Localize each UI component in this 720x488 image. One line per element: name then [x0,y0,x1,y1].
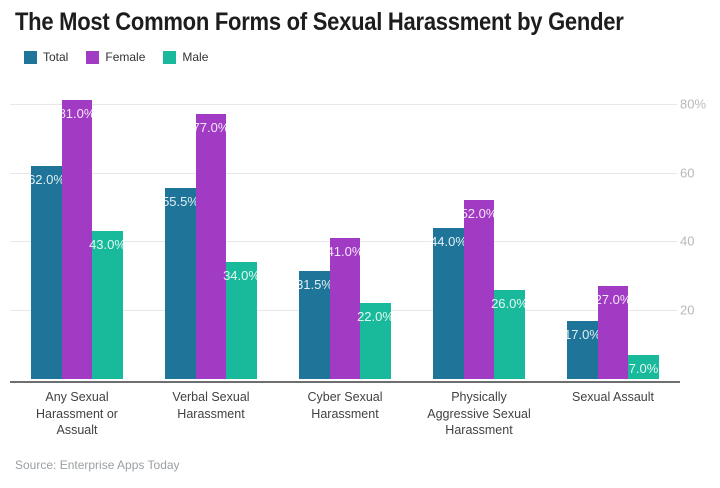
bar-value-label: 44.0% [430,233,467,249]
x-axis-category-label: Sexual Assault [572,390,654,404]
legend-item-male: Male [163,50,208,64]
legend-item-female: Female [86,50,145,64]
x-axis-category-label: Verbal Sexual Harassment [172,390,250,421]
bar-male-group-3: 22.0% [357,303,394,379]
legend-swatch-total [24,50,37,64]
bar-value-label: 27.0% [594,292,632,308]
legend-item-total: Total [24,50,68,64]
bar-female-group-4: 52.0% [461,200,497,379]
bar-value-label: 41.0% [326,243,364,259]
bar-value-label: 55.5% [162,194,199,210]
legend-label: Total [43,50,69,64]
bar-total-group-4: 44.0% [430,227,467,379]
y-axis-tick-label: 20 [680,302,695,318]
bar-female-group-1: 81.0% [59,100,95,379]
bar-value-label: 81.0% [58,106,96,122]
bar-male-group-4: 26.0% [491,289,528,379]
bar-value-label: 26.0% [491,295,528,311]
x-axis-category-label: Cyber Sexual Harassment [307,390,383,421]
legend-label: Female [105,50,146,64]
x-axis-category-label: Physically Aggressive Sexual Harassment [427,390,531,437]
bar-value-label: 52.0% [460,206,498,222]
gridline-60 [10,172,677,174]
bar-value-label: 22.0% [357,309,394,325]
bar-value-label: 77.0% [192,120,230,136]
bar-value-label: 62.0% [28,171,65,187]
bar-total-group-3: 31.5% [296,270,333,379]
bar-female-group-3: 41.0% [327,237,363,379]
bar-female-group-5: 27.0% [595,286,631,379]
x-axis-line [10,380,680,383]
source-note: Source: Enterprise Apps Today [15,458,180,472]
y-axis-tick-label: 60 [680,165,695,181]
bar-male-group-5: 7.0% [628,354,659,379]
bar-total-group-2: 55.5% [162,188,199,379]
chart-legend: Total Female Male [24,50,208,64]
bar-value-label: 17.0% [564,326,601,342]
bar-value-label: 7.0% [628,360,659,376]
bar-value-label: 31.5% [296,276,333,292]
bar-male-group-1: 43.0% [89,231,126,379]
y-axis-tick-label: 80% [680,96,707,112]
legend-label: Male [182,50,209,64]
legend-swatch-female [86,50,100,64]
legend-swatch-male [163,50,177,64]
bar-total-group-1: 62.0% [28,165,65,379]
bar-value-label: 43.0% [89,237,126,253]
x-axis-category-label: Any Sexual Harassment or Assualt [36,390,118,437]
gridline-80 [10,103,677,105]
y-axis-tick-label: 40 [680,233,695,249]
chart-title: The Most Common Forms of Sexual Harassme… [15,8,624,36]
bar-female-group-2: 77.0% [193,114,229,379]
bar-male-group-2: 34.0% [223,262,260,379]
bar-value-label: 34.0% [223,268,260,284]
bar-total-group-5: 17.0% [564,320,601,379]
